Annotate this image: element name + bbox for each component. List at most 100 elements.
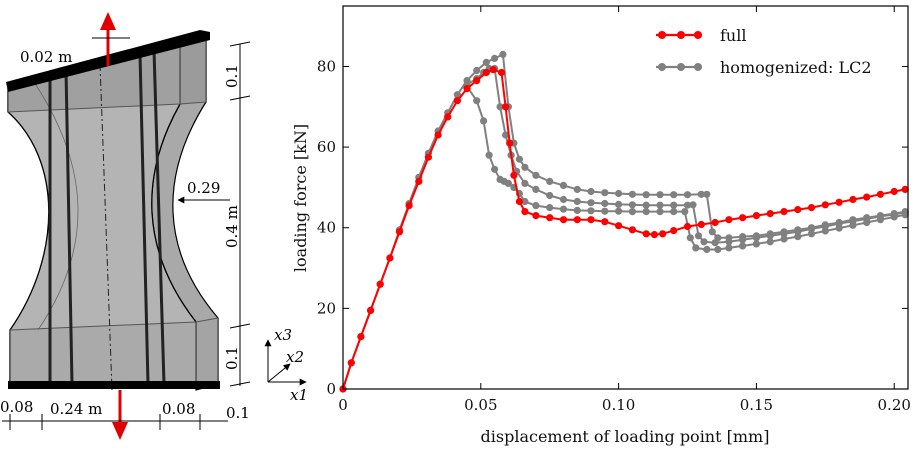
- data-point: [686, 234, 694, 242]
- fiber-4: [152, 49, 166, 385]
- legend-full-marker-2: [677, 31, 685, 39]
- x-tick-label: 0: [338, 396, 348, 414]
- data-point: [807, 204, 816, 212]
- data-point: [601, 207, 609, 215]
- data-point: [559, 205, 568, 213]
- data-point: [681, 208, 689, 216]
- dim-bottom-grip-label: 0.1: [223, 346, 241, 370]
- legend-full-label: full: [720, 26, 746, 45]
- axis-x2-line: [267, 363, 291, 383]
- legend-full-marker-3: [694, 31, 702, 39]
- data-point: [546, 177, 554, 185]
- data-point: [615, 189, 623, 198]
- bottom-load-arrow-icon: [112, 422, 128, 440]
- data-point: [480, 117, 488, 125]
- data-point: [752, 234, 761, 242]
- dim-height-label: 0.4 m: [223, 205, 241, 248]
- data-point: [573, 206, 581, 214]
- data-point: [502, 103, 510, 111]
- data-point: [424, 153, 432, 161]
- data-point: [521, 163, 529, 171]
- data-point: [628, 190, 637, 198]
- data-point: [694, 232, 703, 240]
- fiber-3: [138, 53, 150, 385]
- data-point: [628, 208, 637, 216]
- legend-homog-label: homogenized: LC2: [720, 58, 872, 77]
- data-point: [725, 216, 733, 224]
- legend-homog-marker-3: [694, 63, 702, 71]
- data-point: [601, 218, 609, 226]
- data-point: [453, 91, 461, 99]
- data-point: [510, 171, 518, 179]
- data-point: [502, 131, 510, 139]
- data-point: [601, 189, 609, 197]
- data-point: [689, 201, 697, 209]
- y-tick-label: 80: [317, 57, 336, 75]
- data-point: [711, 239, 719, 247]
- data-point: [752, 240, 761, 248]
- dim-top-grip-label: 0.1: [223, 64, 241, 88]
- data-point: [491, 165, 499, 173]
- data-point: [395, 228, 404, 236]
- data-point: [521, 208, 529, 216]
- data-point: [642, 201, 650, 209]
- data-point: [670, 191, 678, 199]
- data-point: [415, 177, 423, 185]
- chart-ticks: [342, 6, 908, 390]
- data-point: [683, 191, 692, 199]
- data-point: [628, 226, 637, 234]
- data-point: [559, 195, 568, 204]
- data-point: [807, 230, 816, 238]
- data-point: [876, 216, 885, 224]
- data-point: [739, 214, 747, 222]
- series-line: [342, 52, 906, 390]
- data-point: [659, 230, 667, 238]
- data-point: [601, 199, 609, 208]
- data-point: [463, 85, 471, 93]
- plot-frame: [342, 5, 909, 390]
- legend-homog-marker-2: [677, 63, 685, 71]
- data-point: [697, 190, 705, 198]
- data-point: [821, 201, 829, 209]
- data-point: [821, 227, 829, 235]
- data-point: [515, 197, 524, 206]
- y-tick-label: 0: [326, 380, 336, 398]
- data-point: [863, 193, 871, 201]
- data-point: [515, 155, 524, 163]
- data-point: [521, 179, 529, 187]
- data-point: [496, 103, 504, 111]
- data-point: [708, 228, 716, 236]
- data-point: [739, 242, 747, 250]
- dim-center-width-label: 0.24 m: [50, 400, 102, 418]
- data-point: [473, 97, 481, 105]
- data-point: [876, 190, 885, 198]
- data-point: [901, 211, 909, 219]
- dim-tick-2: [229, 95, 251, 101]
- data-point: [670, 227, 678, 235]
- data-point: [615, 207, 623, 215]
- data-point: [573, 185, 581, 193]
- data-point: [780, 208, 788, 216]
- data-point: [434, 131, 442, 139]
- data-point: [766, 238, 774, 246]
- data-point: [367, 306, 375, 314]
- data-point: [835, 198, 843, 206]
- data-point: [703, 190, 711, 198]
- data-point: [692, 244, 700, 252]
- axis-x1-label: x1: [290, 386, 308, 404]
- top-load-arrow-icon: [100, 12, 116, 30]
- legend-homog-marker-1: [658, 63, 666, 71]
- data-point: [670, 208, 678, 216]
- fiber-2: [64, 69, 74, 385]
- data-point: [587, 207, 595, 215]
- series-homogenized-3: [463, 83, 909, 254]
- series-line: [342, 68, 906, 390]
- data-point: [376, 280, 384, 288]
- chart-series: [339, 50, 909, 393]
- data-point: [725, 238, 733, 246]
- x-axis-label: displacement of loading point [mm]: [481, 427, 770, 446]
- series-full-0: [339, 66, 909, 393]
- data-point: [656, 208, 664, 216]
- dim-right-edge-label: 0.1: [226, 404, 250, 422]
- chart: 0 0.05 0.10 0.15 0.20 0 20 40 60 80 displacement …: [291, 5, 911, 446]
